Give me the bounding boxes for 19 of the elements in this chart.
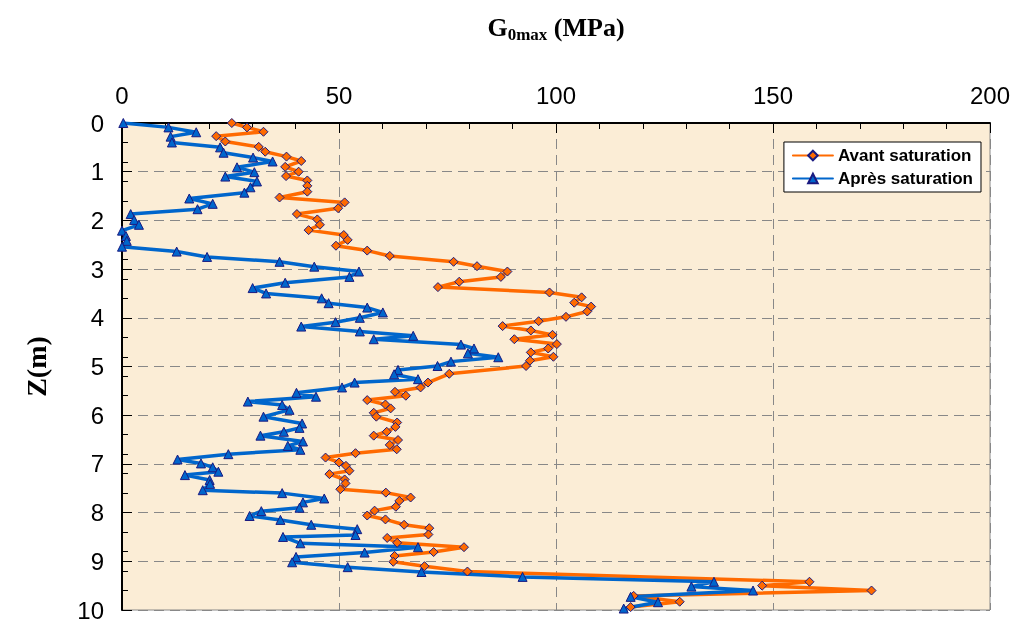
y-tick-label: 10 [77, 596, 104, 624]
x-tick-label: 200 [969, 81, 1011, 109]
x-tick-label: 50 [325, 81, 353, 109]
y-tick-label: 2 [90, 206, 104, 234]
x-tick-label: 150 [752, 81, 794, 109]
legend-label: Après saturation [837, 169, 974, 188]
y-tick-label: 7 [90, 450, 104, 478]
y-axis-title: Z(m) [20, 336, 52, 397]
y-tick-label: 6 [90, 401, 104, 429]
y-tick-label: 3 [90, 255, 104, 283]
x-tick-label: 100 [535, 81, 577, 109]
y-tick-label: 5 [90, 353, 104, 380]
y-tick-label: 9 [90, 547, 104, 575]
legend-label: Avant saturation [837, 146, 972, 165]
y-tick-label: 1 [90, 158, 104, 186]
y-tick-label: 0 [90, 109, 104, 137]
y-tick-label: 4 [90, 304, 104, 332]
y-tick-label: 8 [90, 499, 104, 527]
x-tick-label: 0 [115, 81, 129, 109]
